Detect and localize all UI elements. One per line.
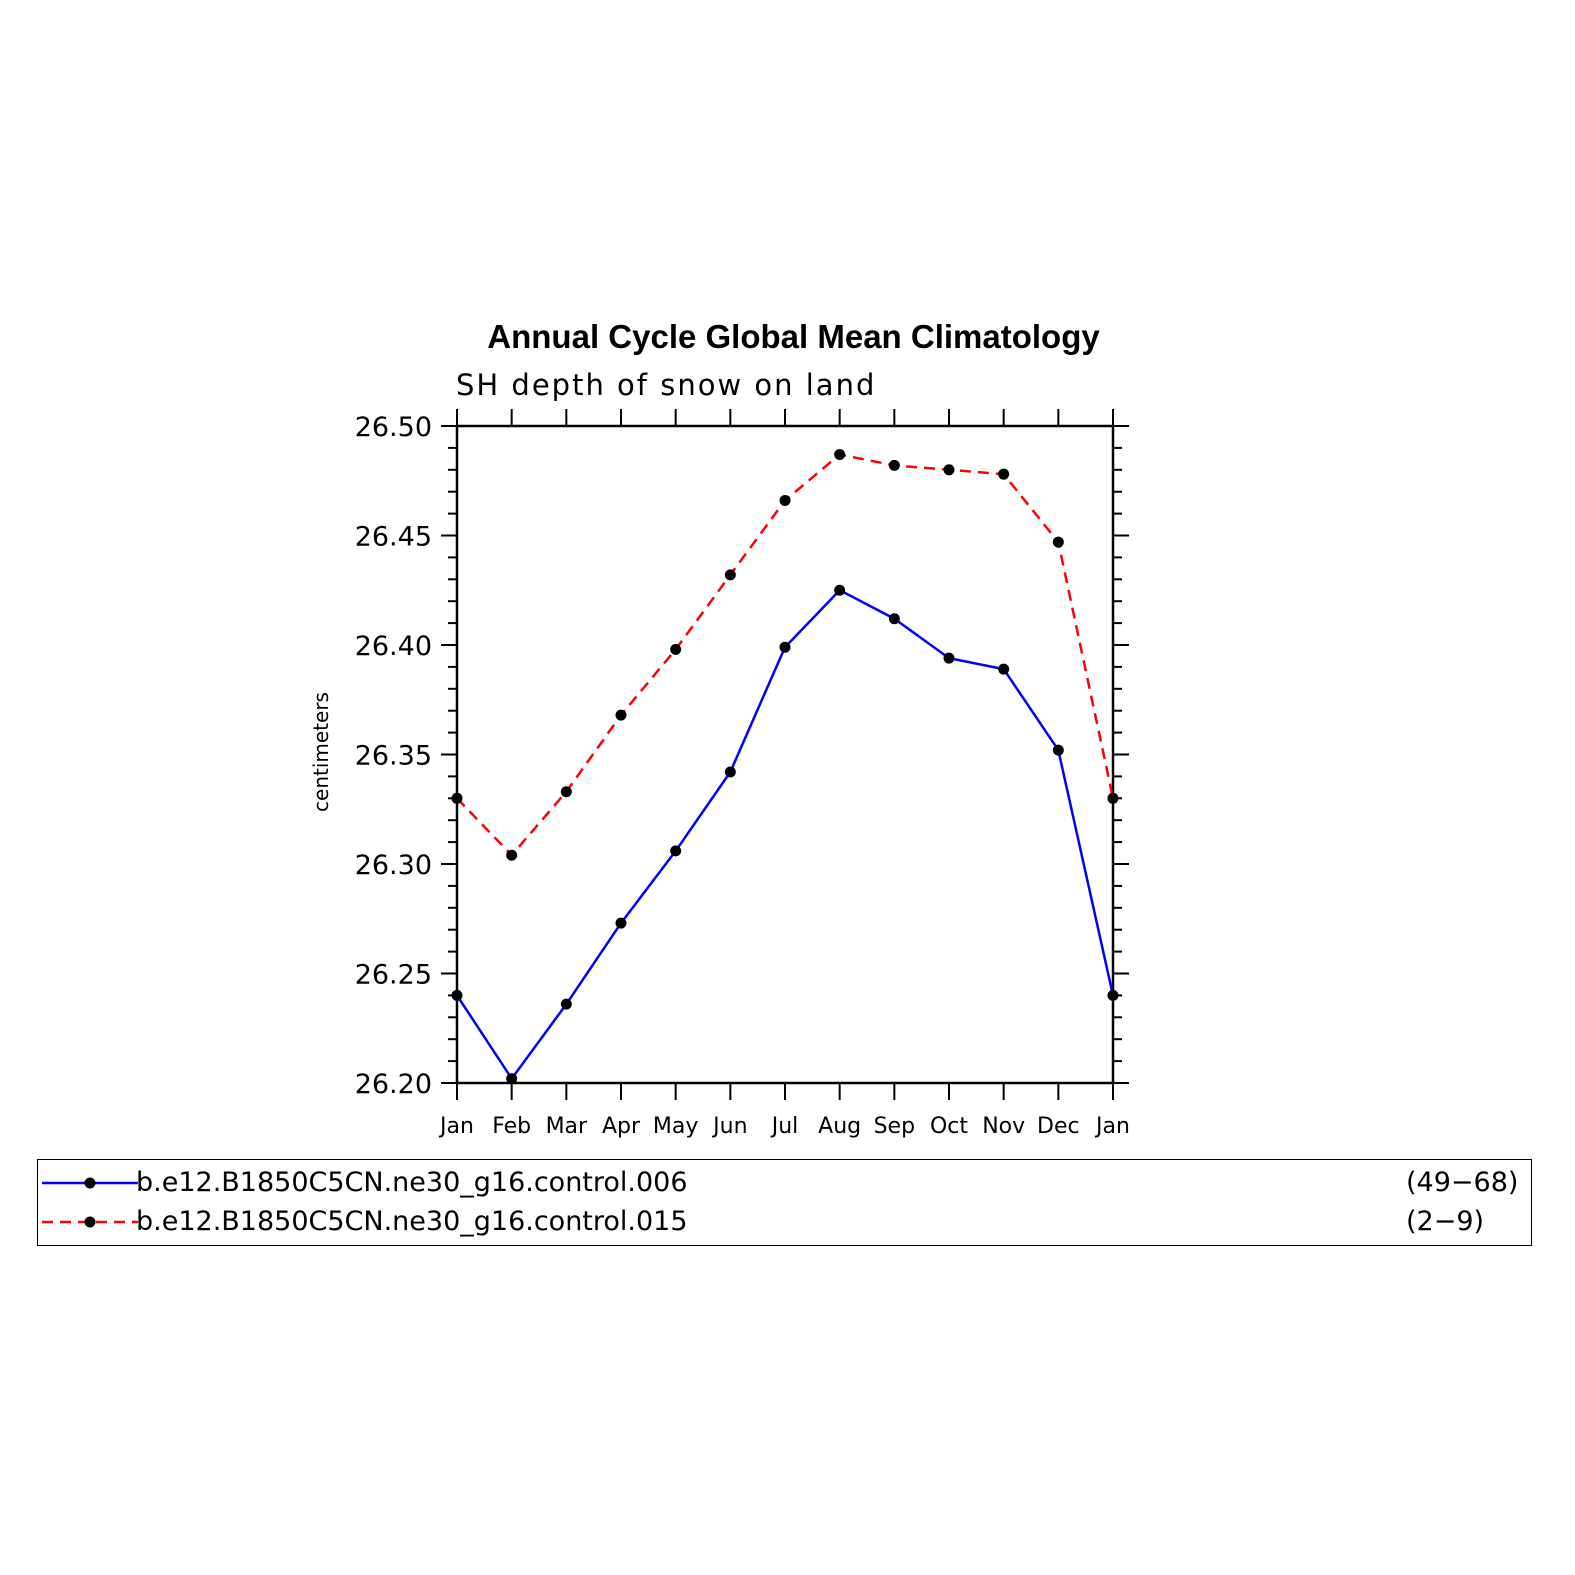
y-tick-label: 26.45 [355,522,432,553]
x-tick-label: Jan [1094,1114,1130,1139]
legend: b.e12.B1850C5CN.ne30_g16.control.006 (49… [37,1159,1532,1246]
x-tick-label: Nov [982,1114,1025,1139]
y-tick-label: 26.50 [355,412,432,443]
legend-swatch-dashed-icon [42,1216,138,1228]
data-point [506,849,518,861]
data-point [451,792,463,804]
plot-frame [455,424,1115,1085]
x-tick-label: Aug [818,1114,861,1139]
chart-title: Annual Cycle Global Mean Climatology [487,318,1100,355]
data-point [670,845,682,857]
data-point [779,641,791,653]
data-point [943,652,955,664]
legend-series-name: b.e12.B1850C5CN.ne30_g16.control.015 [136,1206,688,1237]
data-point [998,663,1010,675]
x-tick-label: Feb [492,1114,531,1139]
chart-subtitle: SH depth of snow on land [456,368,877,402]
data-point [943,464,955,476]
data-point [1052,744,1064,756]
tick-labels: 26.20 26.25 26.30 26.35 26.40 26.45 26.50 Jan Fe… [355,412,1130,1139]
data-point [834,448,846,460]
data-point [670,643,682,655]
y-tick-label: 26.20 [355,1069,432,1100]
data-point [560,786,572,798]
legend-entry: b.e12.B1850C5CN.ne30_g16.control.006 (49… [38,1164,1531,1202]
data-point [724,766,736,778]
data-point [1107,792,1119,804]
data-point [998,468,1010,480]
x-tick-label: Jul [770,1114,799,1139]
data-point [724,569,736,581]
x-tick-label: Jun [711,1114,747,1139]
data-point [506,1073,518,1085]
data-markers [451,448,1119,1085]
x-tick-label: May [653,1114,698,1139]
axes [441,409,1129,1100]
series-line-1 [455,588,1115,1080]
data-point [779,494,791,506]
data-point [615,709,627,721]
y-tick-label: 26.25 [355,960,432,991]
legend-series-name: b.e12.B1850C5CN.ne30_g16.control.006 [136,1167,688,1198]
series-lines [455,453,1115,1080]
data-point [1107,989,1119,1001]
legend-entry: b.e12.B1850C5CN.ne30_g16.control.015 (2−… [38,1203,1531,1241]
data-point [451,989,463,1001]
x-tick-label: Mar [546,1114,588,1139]
data-point [888,459,900,471]
x-tick-label: Apr [602,1114,641,1139]
y-tick-label: 26.35 [355,741,432,772]
data-point [834,584,846,596]
data-point [560,998,572,1010]
x-tick-label: Oct [930,1114,968,1139]
y-tick-label: 26.30 [355,850,432,881]
legend-series-years: (2−9) [1406,1206,1485,1237]
x-tick-label: Sep [874,1114,915,1139]
y-tick-label: 26.40 [355,631,432,662]
data-point [888,613,900,625]
data-point [1052,536,1064,548]
x-tick-label: Jan [438,1114,474,1139]
x-tick-label: Dec [1037,1114,1080,1139]
legend-series-years: (49−68) [1406,1167,1519,1198]
data-point [615,917,627,929]
legend-swatch-solid-icon [42,1177,138,1189]
series-line-2 [456,453,1115,857]
